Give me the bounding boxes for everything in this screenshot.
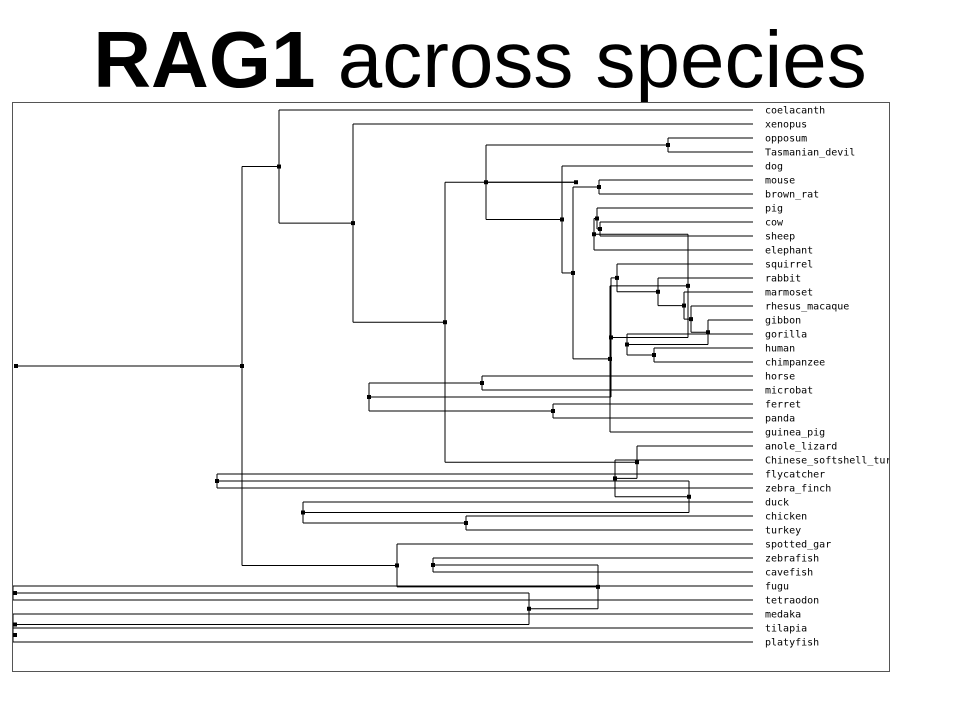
node-marker — [592, 232, 596, 237]
node-marker — [596, 584, 600, 589]
tip-label-tetraodon: tetraodon — [765, 596, 819, 607]
node-marker — [656, 289, 660, 294]
tip-label-ferret: ferret — [765, 400, 801, 411]
tree-branches — [13, 109, 753, 643]
node-marker — [560, 217, 564, 222]
tip-label-xenopus: xenopus — [765, 120, 807, 131]
node-marker — [689, 317, 693, 322]
node-marker — [351, 221, 355, 226]
tip-label-microbat: microbat — [765, 386, 813, 397]
node-marker — [395, 563, 399, 568]
node-marker — [609, 335, 613, 340]
node-marker — [615, 275, 619, 280]
node-marker — [625, 342, 629, 347]
tip-label-horse: horse — [765, 372, 795, 383]
slide-title: RAG1 across species — [0, 14, 960, 106]
tip-label-platyfish: platyfish — [765, 638, 819, 649]
node-marker — [480, 381, 484, 385]
tip-label-zebrafish: zebrafish — [765, 554, 819, 565]
node-marker — [464, 521, 468, 525]
tip-label-marmoset: marmoset — [765, 288, 813, 299]
tip-label-guinea_pig: guinea_pig — [765, 428, 825, 439]
tip-label-gibbon: gibbon — [765, 316, 801, 327]
tip-label-panda: panda — [765, 414, 795, 425]
node-marker — [597, 185, 601, 189]
tip-label-dog: dog — [765, 162, 783, 173]
node-marker — [301, 510, 305, 515]
tip-label-elephant: elephant — [765, 246, 813, 257]
title-rest: across species — [315, 15, 867, 104]
node-marker — [613, 476, 617, 481]
tip-label-chimpanzee: chimpanzee — [765, 358, 825, 369]
tip-label-spotted_gar: spotted_gar — [765, 540, 831, 551]
node-marker — [240, 363, 244, 368]
tip-label-cow: cow — [765, 218, 784, 229]
tip-label-mouse: mouse — [765, 176, 795, 187]
node-marker — [608, 356, 612, 361]
tree-nodes — [13, 143, 710, 637]
node-marker — [443, 320, 447, 325]
tip-label-medaka: medaka — [765, 610, 801, 621]
tip-label-coelacanth: coelacanth — [765, 106, 825, 117]
node-marker — [598, 227, 602, 231]
node-marker — [484, 180, 488, 185]
tip-label-anole_lizard: anole_lizard — [765, 442, 837, 453]
node-marker — [595, 216, 599, 221]
tip-labels: coelacanth xenopus opposum Tasmanian_devild… — [765, 106, 889, 649]
tip-label-tilapia: tilapia — [765, 624, 807, 635]
node-marker — [13, 591, 17, 595]
tip-label-duck: duck — [765, 498, 789, 509]
node-marker — [551, 409, 555, 413]
tip-label-squirrel: squirrel — [765, 260, 813, 271]
tip-label-human: human — [765, 344, 795, 355]
tip-label-pig: pig — [765, 204, 783, 215]
title-gene-name: RAG1 — [93, 15, 316, 104]
node-marker — [706, 330, 710, 335]
node-marker — [682, 303, 686, 308]
tip-label-opposum: opposum — [765, 134, 807, 145]
node-marker — [635, 460, 639, 465]
node-marker — [13, 633, 17, 637]
node-marker — [367, 395, 371, 399]
tip-label-gorilla: gorilla — [765, 330, 807, 341]
node-marker — [431, 563, 435, 567]
tip-label-sheep: sheep — [765, 232, 795, 243]
node-marker — [571, 270, 575, 275]
node-marker — [686, 283, 690, 288]
node-marker — [574, 180, 578, 185]
tip-label-rabbit: rabbit — [765, 274, 801, 285]
node-marker — [13, 622, 17, 627]
node-marker — [14, 363, 18, 368]
node-marker — [687, 494, 691, 499]
tip-label-rhesus_macaque: rhesus_macaque — [765, 302, 849, 313]
node-marker — [666, 143, 670, 147]
tip-label-zebra_finch: zebra_finch — [765, 484, 831, 495]
tip-label-cavefish: cavefish — [765, 568, 813, 579]
tip-label-fugu: fugu — [765, 582, 789, 593]
node-marker — [277, 164, 281, 169]
node-marker — [215, 479, 219, 483]
node-marker — [527, 606, 531, 611]
tip-label-chicken: chicken — [765, 512, 807, 523]
tip-label-brown_rat: brown_rat — [765, 190, 819, 201]
phylogenetic-tree: coelacanth xenopus opposum Tasmanian_devild… — [13, 106, 889, 649]
node-marker — [652, 353, 656, 357]
tip-label-chinese_softshell_turtle: Chinese_softshell_turtle — [765, 456, 889, 467]
tip-label-flycatcher: flycatcher — [765, 470, 825, 481]
tip-label-turkey: turkey — [765, 526, 801, 537]
tip-label-tasmanian_devil: Tasmanian_devil — [765, 148, 855, 159]
